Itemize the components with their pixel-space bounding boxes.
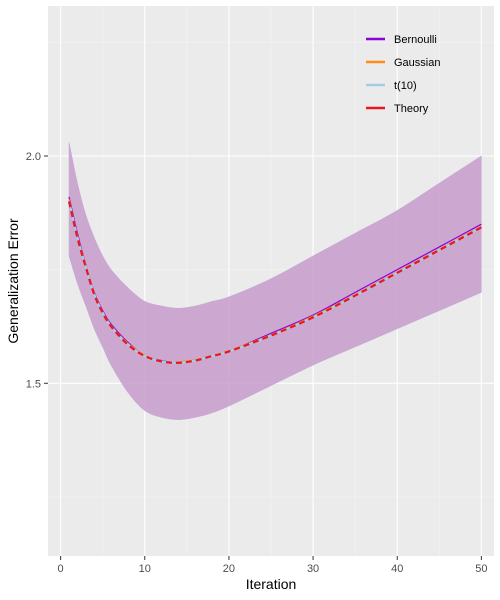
x-tick-label: 0 (58, 563, 64, 575)
x-tick-label: 50 (475, 563, 487, 575)
x-axis-title: Iteration (246, 576, 297, 592)
legend-label-t-10: t(10) (394, 80, 417, 92)
x-tick-label: 30 (307, 563, 319, 575)
x-axis-ticks: 0 10 20 30 40 50 (58, 556, 488, 575)
y-axis-title: Generalization Error (5, 218, 21, 344)
legend: Bernoulli Gaussian t(10) Theory (366, 34, 440, 115)
legend-label-bernoulli: Bernoulli (394, 34, 437, 46)
series-line-theory (67, 201, 482, 364)
series-lines (67, 196, 482, 364)
y-axis-ticks: 1.5 2.0 (26, 151, 48, 390)
y-tick-label: 2.0 (26, 151, 41, 163)
confidence-band (68, 142, 482, 420)
x-tick-label: 40 (391, 563, 403, 575)
y-tick-label: 1.5 (26, 378, 41, 390)
x-tick-label: 20 (223, 563, 235, 575)
legend-label-gaussian: Gaussian (394, 57, 440, 69)
x-tick-label: 10 (139, 563, 151, 575)
legend-label-theory: Theory (394, 103, 429, 115)
